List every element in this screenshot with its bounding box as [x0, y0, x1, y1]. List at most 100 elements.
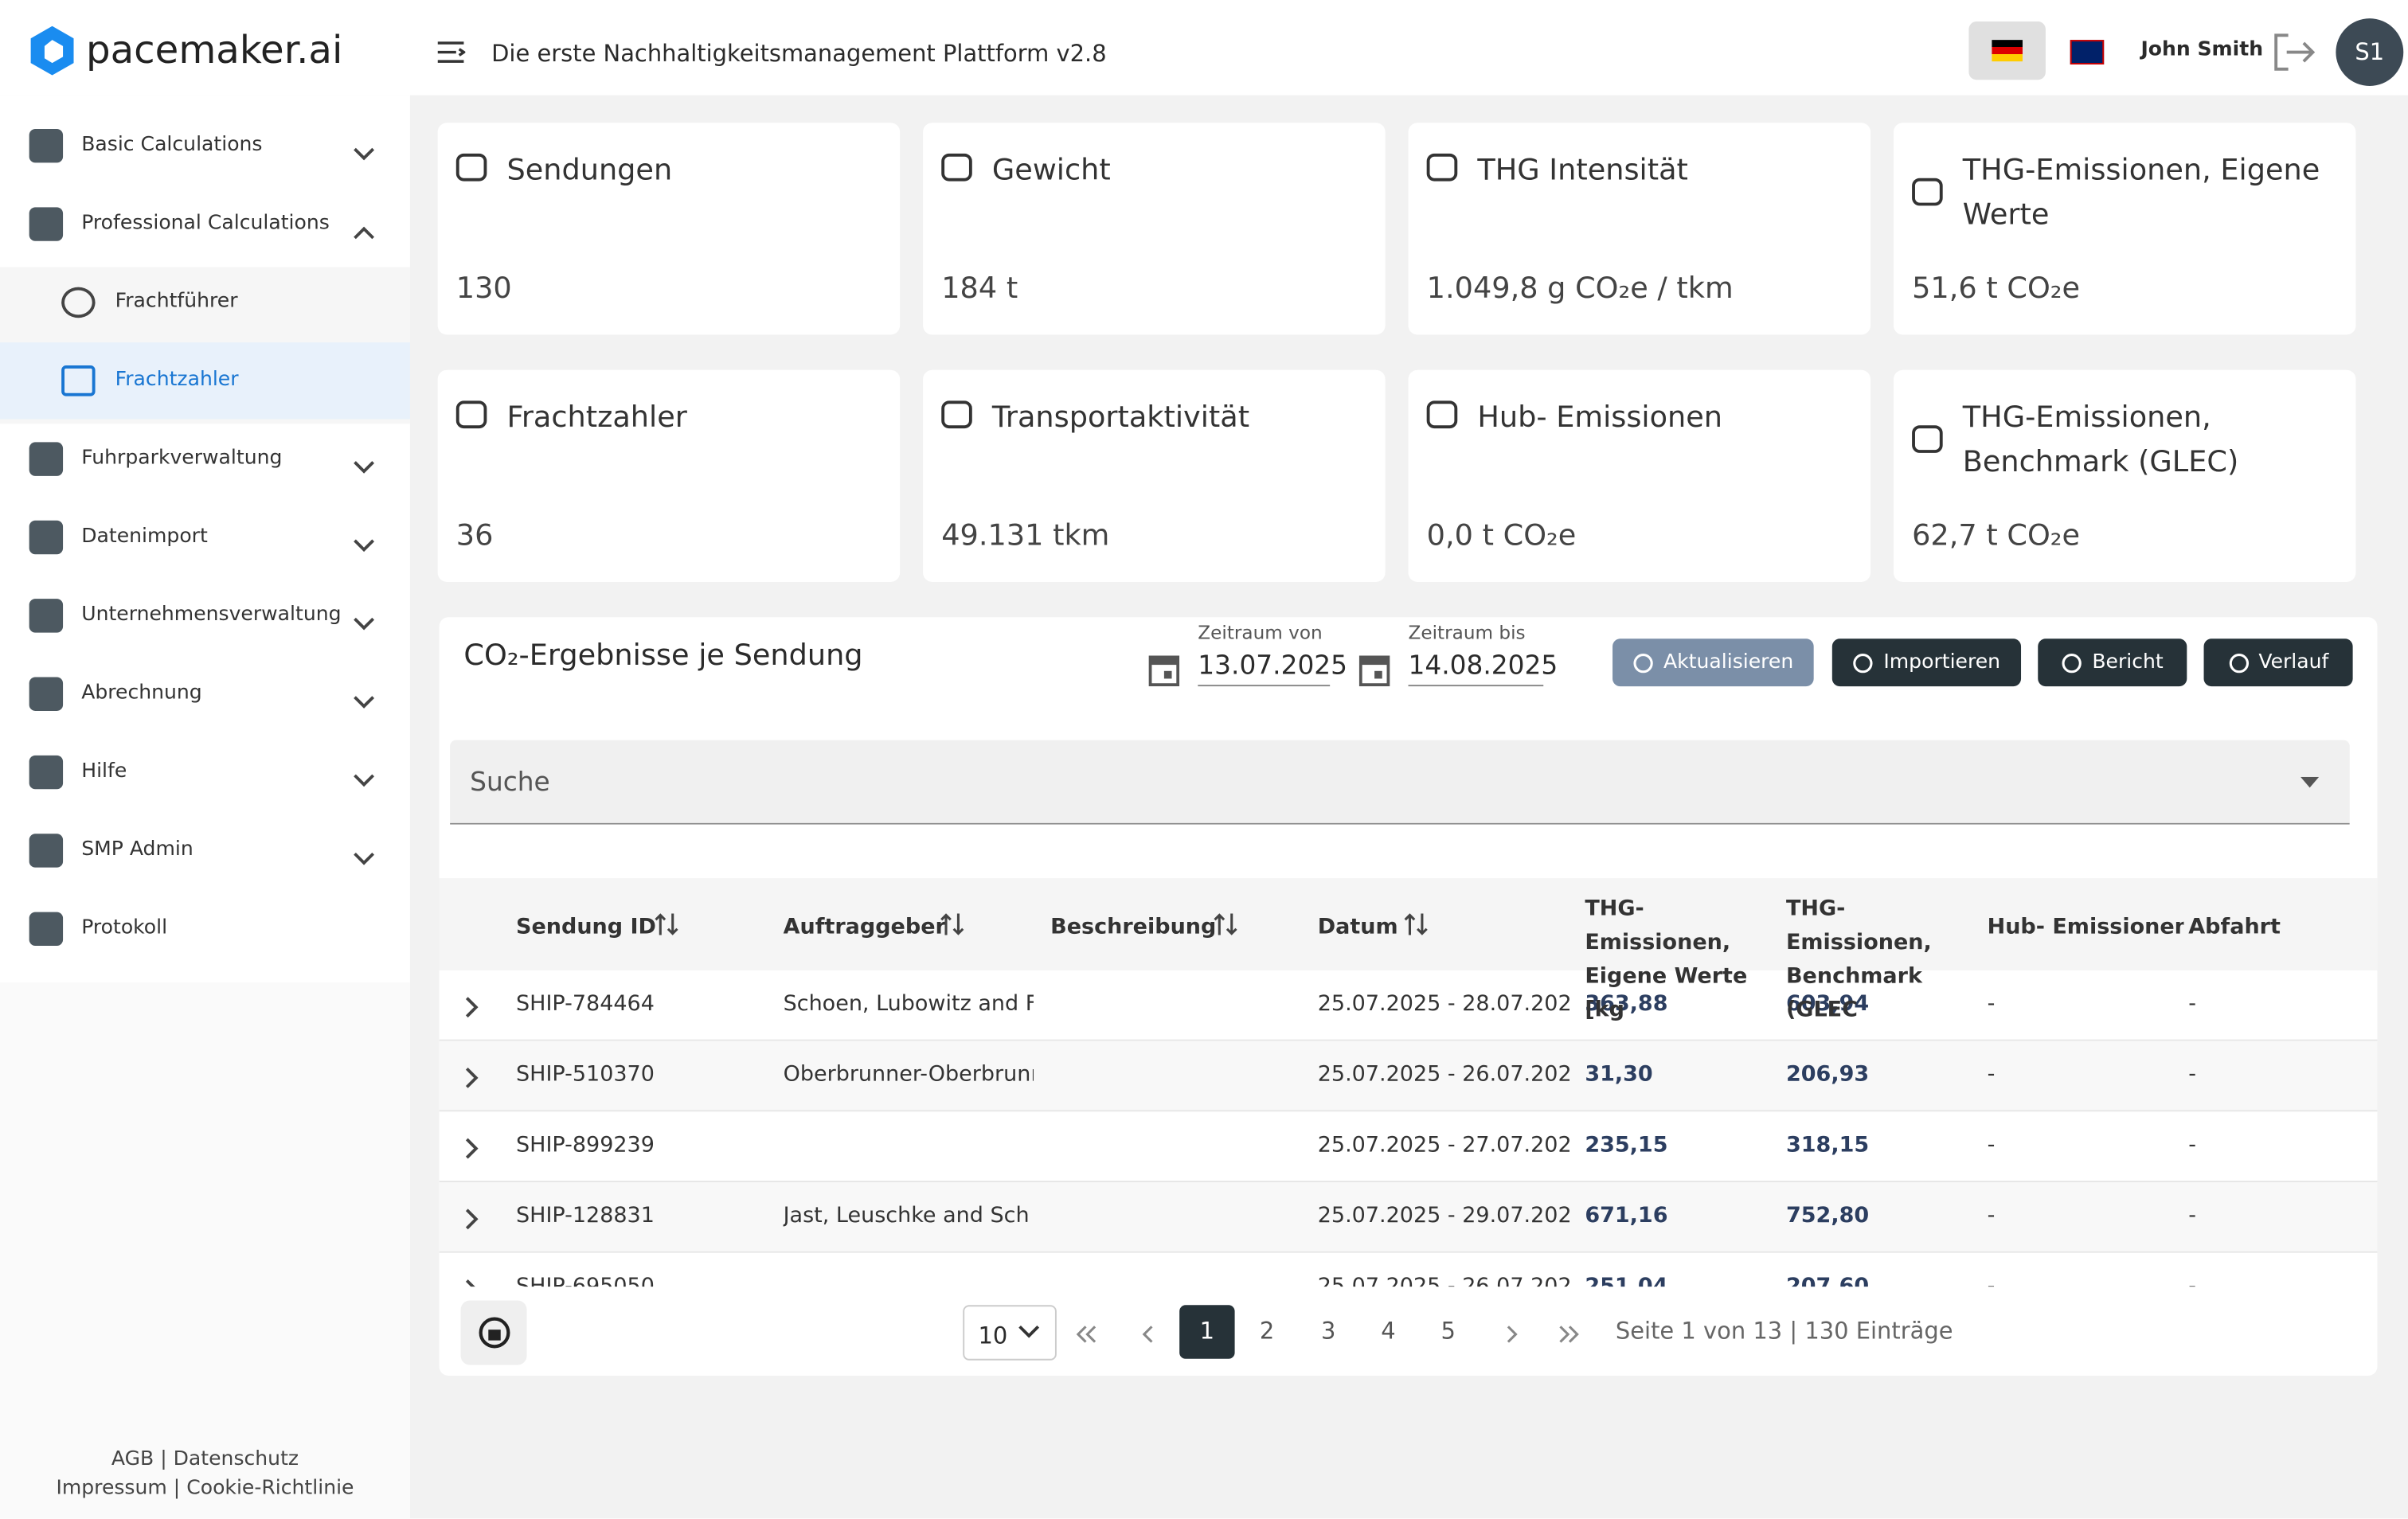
kpi-icon: [455, 400, 487, 429]
nav-icon: [29, 129, 64, 163]
calendar-icon[interactable]: [1148, 653, 1180, 687]
kpi-title: Hub- Emissionen: [1477, 400, 1723, 435]
prev-page[interactable]: [1138, 1322, 1159, 1352]
table-cell: 251,04: [1585, 1274, 1668, 1287]
nav-chevron[interactable]: [354, 529, 375, 559]
dropdown-arrow[interactable]: [2300, 776, 2320, 789]
lang-en[interactable]: [2070, 40, 2105, 65]
table-row[interactable]: [439, 1252, 2378, 1287]
expand-icon[interactable]: [463, 1136, 479, 1166]
kpi-icon: [1912, 425, 1943, 453]
nav-subitem[interactable]: Frachtführer: [115, 290, 238, 314]
column-header[interactable]: Beschreibung: [1050, 915, 1217, 940]
action-button[interactable]: Importieren: [1831, 638, 2022, 687]
table-cell: 25.07.2025 - 27.07.2025: [1317, 1133, 1573, 1158]
table-cell: 207,60: [1785, 1274, 1870, 1287]
search-placeholder: Suche: [470, 767, 550, 799]
sidebar: [0, 95, 410, 983]
date-to[interactable]: 14.08.2025: [1408, 651, 1558, 687]
nav-chevron[interactable]: [354, 686, 375, 716]
nav-item[interactable]: Abrechnung: [81, 681, 202, 705]
nav-item[interactable]: Basic Calculations: [81, 133, 263, 157]
nav-item[interactable]: Hilfe: [81, 760, 127, 783]
reset-button[interactable]: [460, 1300, 527, 1365]
date-from[interactable]: 13.07.2025: [1198, 651, 1347, 687]
nav-icon: [29, 599, 64, 633]
nav-active: [0, 342, 410, 420]
link[interactable]: Cookie-Richtlinie: [186, 1477, 354, 1501]
page-button[interactable]: 4: [1381, 1317, 1396, 1345]
page-size[interactable]: 10: [963, 1305, 1057, 1361]
page-button[interactable]: 1: [1179, 1305, 1235, 1359]
link[interactable]: Datenschutz: [173, 1447, 299, 1471]
menu-toggle[interactable]: [437, 41, 466, 66]
first-page[interactable]: [1075, 1322, 1096, 1352]
column-header: Abfahrt: [2188, 915, 2281, 940]
page-button[interactable]: 5: [1440, 1317, 1456, 1345]
table-row[interactable]: [439, 970, 2378, 1041]
expand-icon[interactable]: [463, 1207, 479, 1236]
table-row[interactable]: [439, 1182, 2378, 1253]
nav-item[interactable]: SMP Admin: [81, 838, 194, 861]
nav-item[interactable]: Datenimport: [81, 525, 208, 549]
nav-icon: [29, 834, 64, 868]
kpi-value: 0,0 t CO₂e: [1426, 518, 1577, 553]
expand-icon[interactable]: [463, 995, 479, 1025]
nav-chevron[interactable]: [354, 608, 375, 638]
table-cell: 752,80: [1785, 1204, 1870, 1228]
table-cell: -: [2188, 991, 2197, 1017]
user-name: John Smith: [2140, 38, 2264, 62]
nav-chevron[interactable]: [354, 217, 375, 246]
lang-de[interactable]: [1968, 21, 2046, 80]
nav-icon: [29, 520, 64, 555]
link[interactable]: Impressum: [56, 1477, 167, 1501]
kpi-title: THG Intensität: [1477, 153, 1688, 188]
sort-icon[interactable]: [1214, 912, 1238, 943]
nav-chevron[interactable]: [354, 843, 375, 873]
nav-item[interactable]: Protokoll: [81, 916, 168, 940]
calendar-icon[interactable]: [1358, 653, 1390, 687]
table-row[interactable]: [439, 1111, 2378, 1183]
next-page[interactable]: [1500, 1322, 1522, 1352]
avatar[interactable]: S1: [2336, 18, 2404, 87]
nav-chevron[interactable]: [354, 139, 375, 168]
table-cell: 31,30: [1585, 1062, 1653, 1088]
page-button[interactable]: 2: [1259, 1317, 1275, 1345]
sort-icon[interactable]: [940, 912, 964, 943]
nav-chevron[interactable]: [354, 764, 375, 794]
nav-subitem[interactable]: Frachtzahler: [115, 368, 239, 392]
table-row[interactable]: [439, 1041, 2378, 1112]
expand-icon[interactable]: [463, 1278, 479, 1287]
logout[interactable]: [2273, 33, 2316, 72]
column-header: THG-Emissionen, Eigene Werte [kg: [1585, 896, 1748, 1023]
action-button[interactable]: Aktualisieren: [1612, 638, 1814, 687]
logo-text: pacemaker.ai: [86, 27, 343, 72]
kpi-value: 1.049,8 g CO₂e / tkm: [1426, 271, 1734, 306]
sort-icon[interactable]: [655, 912, 679, 943]
nav-icon: [61, 365, 96, 396]
nav-item[interactable]: Professional Calculations: [81, 212, 330, 236]
nav-item[interactable]: Fuhrparkverwaltung: [81, 447, 283, 471]
action-button[interactable]: Bericht: [2038, 638, 2187, 687]
sort-icon[interactable]: [1404, 912, 1429, 943]
search-field[interactable]: [450, 740, 2350, 825]
table-cell: -: [1987, 1204, 1996, 1228]
nav-chevron[interactable]: [354, 451, 375, 481]
kpi-card: [437, 123, 901, 335]
table-cell: -: [1987, 1274, 1996, 1287]
kpi-title: Gewicht: [991, 153, 1111, 188]
column-header[interactable]: Datum: [1317, 915, 1398, 940]
kpi-value: 130: [455, 271, 512, 306]
column-header[interactable]: Auftraggeber: [783, 915, 946, 940]
column-header[interactable]: Sendung ID: [516, 915, 656, 940]
nav-item[interactable]: Unternehmensverwaltung: [81, 603, 342, 627]
action-button[interactable]: Verlauf: [2203, 638, 2353, 687]
link[interactable]: AGB: [111, 1447, 154, 1471]
last-page[interactable]: [1559, 1322, 1581, 1352]
table-cell: 235,15: [1585, 1133, 1668, 1158]
page-button[interactable]: 3: [1321, 1317, 1336, 1345]
expand-icon[interactable]: [463, 1065, 479, 1095]
table-cell: -: [1987, 1133, 1996, 1158]
